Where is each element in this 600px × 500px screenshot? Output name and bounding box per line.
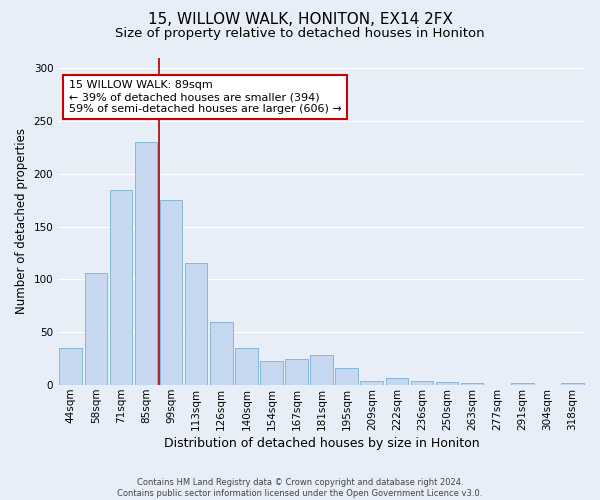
Bar: [59, 348, 82, 385]
Bar: [85, 273, 107, 385]
Bar: [185, 262, 208, 385]
Bar: [511, 383, 533, 385]
X-axis label: Distribution of detached houses by size in Honiton: Distribution of detached houses by size …: [164, 437, 479, 450]
Bar: [160, 200, 182, 385]
Bar: [134, 142, 157, 385]
Bar: [436, 382, 458, 385]
Text: Contains HM Land Registry data © Crown copyright and database right 2024.
Contai: Contains HM Land Registry data © Crown c…: [118, 478, 482, 498]
Bar: [386, 378, 408, 385]
Bar: [235, 348, 257, 385]
Bar: [310, 354, 333, 385]
Text: 15 WILLOW WALK: 89sqm
← 39% of detached houses are smaller (394)
59% of semi-det: 15 WILLOW WALK: 89sqm ← 39% of detached …: [69, 80, 341, 114]
Bar: [561, 383, 584, 385]
Y-axis label: Number of detached properties: Number of detached properties: [15, 128, 28, 314]
Bar: [285, 358, 308, 385]
Text: 15, WILLOW WALK, HONITON, EX14 2FX: 15, WILLOW WALK, HONITON, EX14 2FX: [148, 12, 452, 28]
Bar: [210, 322, 233, 385]
Bar: [361, 381, 383, 385]
Text: Size of property relative to detached houses in Honiton: Size of property relative to detached ho…: [115, 28, 485, 40]
Bar: [260, 361, 283, 385]
Bar: [461, 383, 484, 385]
Bar: [410, 381, 433, 385]
Bar: [335, 368, 358, 385]
Bar: [110, 190, 132, 385]
